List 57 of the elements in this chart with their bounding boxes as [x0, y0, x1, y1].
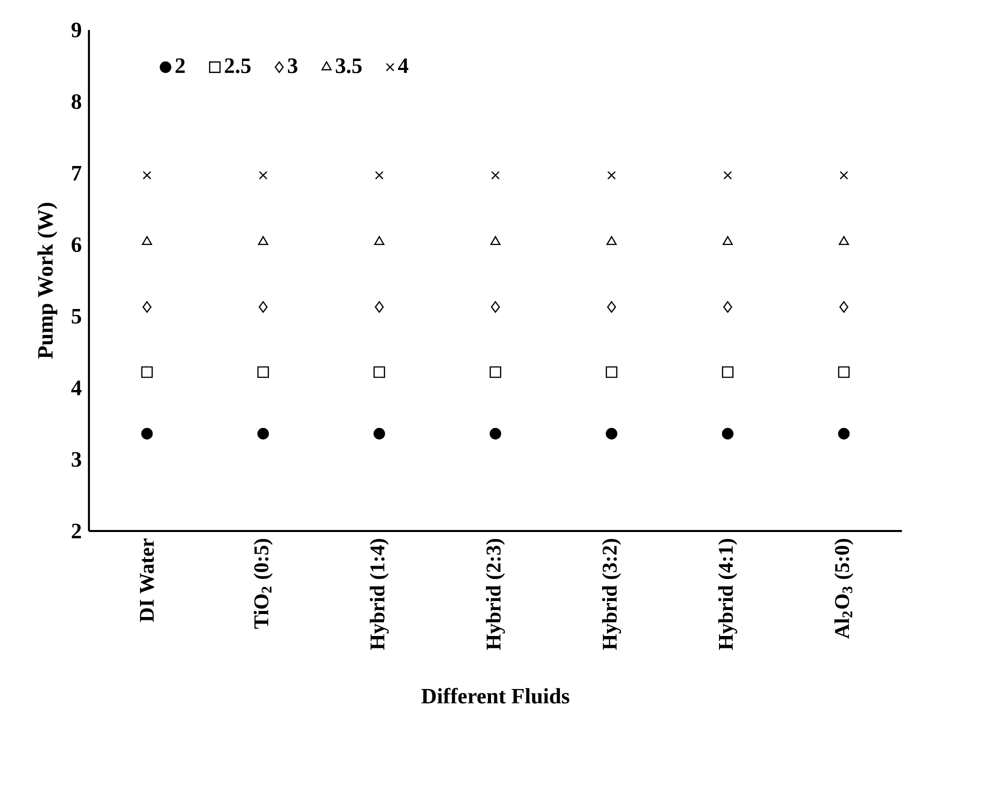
x-tick-label: Hybrid (4:1): [718, 538, 738, 650]
point: [838, 366, 850, 378]
point: [490, 301, 500, 313]
point: [142, 301, 152, 313]
point: [723, 171, 732, 180]
point: [491, 171, 500, 180]
legend-label: 2: [176, 58, 185, 73]
point: [607, 301, 616, 313]
legend-label: 3.5: [336, 58, 362, 74]
point: [375, 171, 384, 180]
point: [374, 428, 386, 440]
point: [142, 236, 152, 246]
point: [838, 236, 849, 246]
point: [374, 366, 386, 378]
legend-label: 3: [288, 58, 298, 74]
point: [257, 366, 269, 378]
point: [257, 428, 269, 440]
point: [258, 236, 268, 246]
x-axis-title: Different Fluids: [421, 688, 570, 704]
point: [258, 171, 268, 180]
point: [141, 428, 153, 440]
point: [607, 171, 616, 180]
point: [722, 236, 733, 246]
y-tick-label: 5: [72, 309, 82, 324]
y-tick-label: 6: [72, 237, 82, 252]
y-tick-label: 4: [71, 380, 82, 396]
y-tick-label: 9: [72, 22, 82, 38]
point: [258, 301, 268, 313]
x-tick-label: Al$_{2}$O$_{3}$ (5:0): [834, 538, 854, 639]
point: [723, 301, 732, 313]
point: [606, 428, 618, 440]
point: [490, 236, 501, 246]
x-tick-label: Hybrid (1:4): [370, 538, 389, 650]
legend-label: 2.5: [224, 58, 251, 74]
y-tick-label: 3: [72, 452, 82, 467]
x-tick-label: DI Water: [140, 538, 154, 622]
point: [141, 366, 153, 378]
point: [490, 428, 502, 440]
point: [374, 236, 384, 246]
x-tick-label: Hybrid (2:3): [486, 538, 505, 650]
point: [722, 366, 734, 378]
y-tick-label: 2: [72, 524, 81, 538]
point: [840, 171, 848, 180]
y-axis-title: Pump Work (W): [37, 202, 58, 359]
point: [374, 301, 384, 313]
x-tick-label: TiO$_{2}$ (0:5): [254, 538, 273, 629]
x-tick-label: Hybrid (3:2): [602, 538, 622, 650]
point: [722, 428, 734, 440]
y-tick-label: 8: [72, 94, 82, 109]
point: [839, 301, 848, 313]
point: [838, 428, 850, 440]
point: [606, 366, 618, 378]
legend-label: 4: [398, 58, 408, 73]
point: [490, 366, 502, 378]
point: [142, 171, 152, 180]
point: [606, 236, 617, 246]
y-tick-label: 7: [72, 166, 82, 180]
